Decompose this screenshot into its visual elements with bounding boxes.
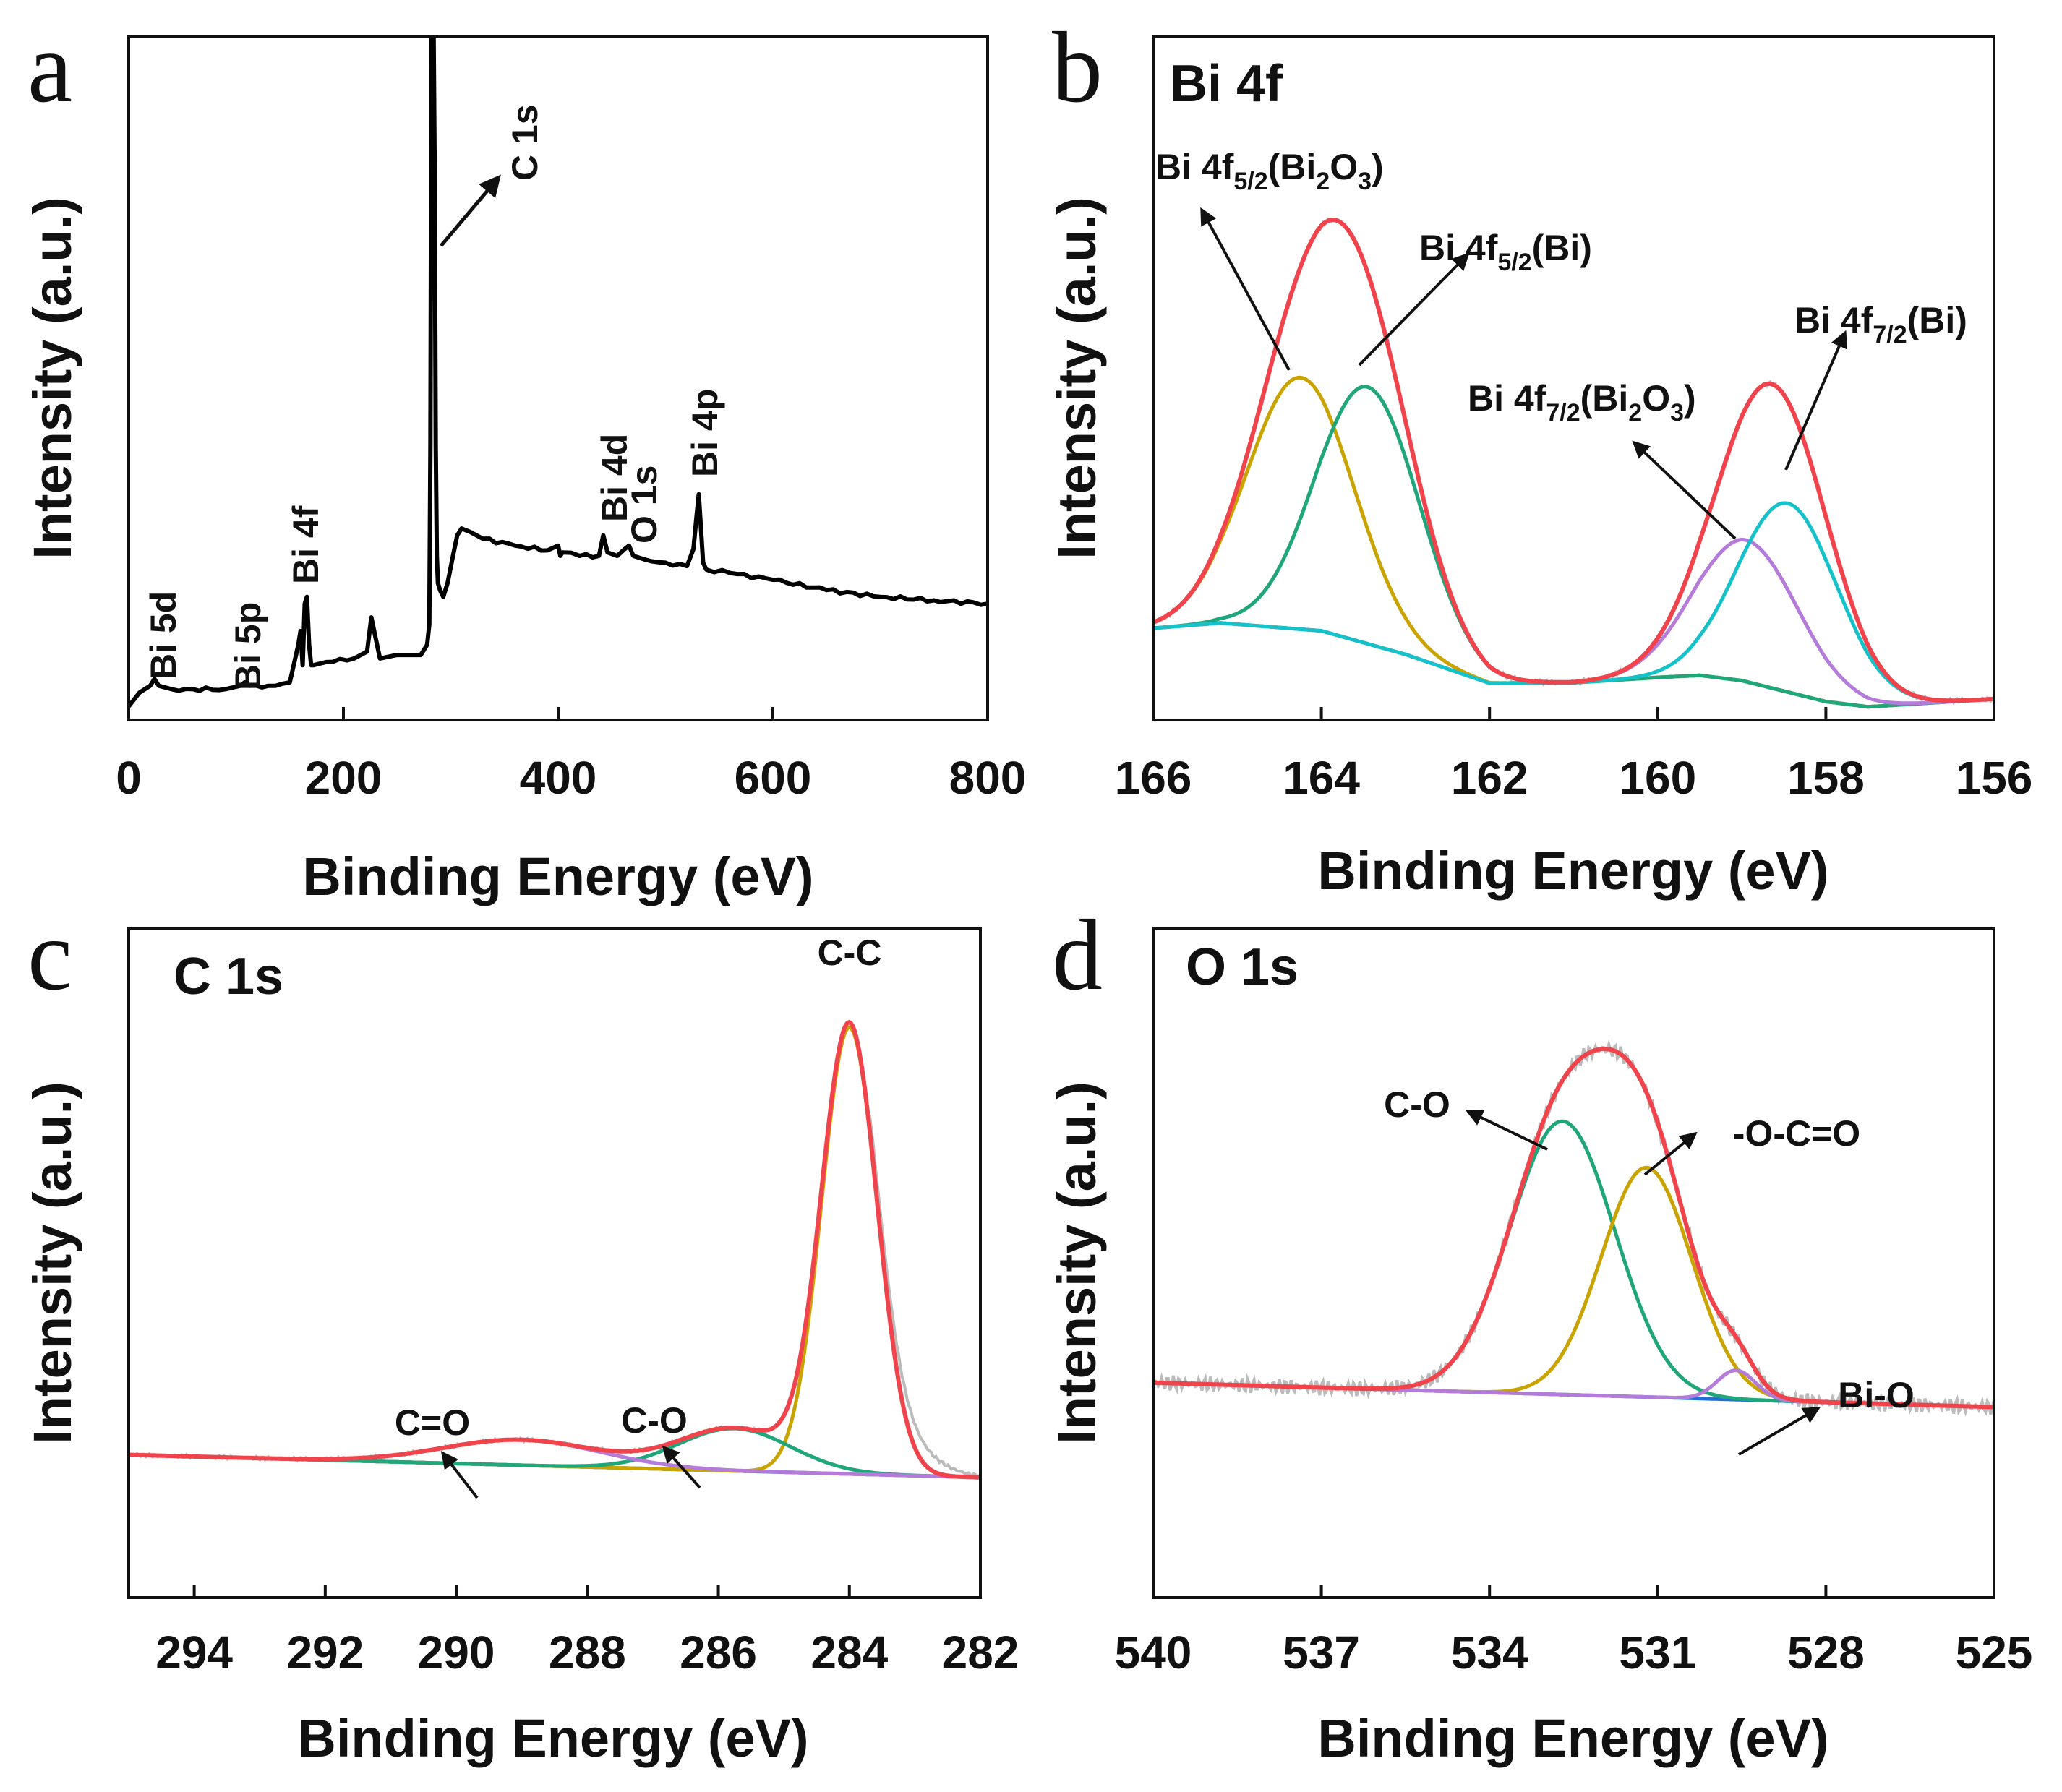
arrow-bi4f52-bi2o3 bbox=[1200, 207, 1291, 371]
x-ticks-d: 540 537 534 531 528 525 bbox=[1115, 1585, 2033, 1679]
x-tick-label: 525 bbox=[1956, 1626, 2033, 1679]
c1s-plot-area bbox=[129, 1019, 980, 1480]
title-o-1s: O 1s bbox=[1186, 938, 1299, 996]
bi4f-plot-area bbox=[1153, 217, 1994, 709]
peak-label-bi-4d: Bi 4d bbox=[594, 434, 635, 522]
arrow-d-c-o bbox=[1465, 1110, 1548, 1151]
x-tick-label: 537 bbox=[1283, 1626, 1360, 1679]
x-tick-label: 164 bbox=[1283, 752, 1360, 804]
x-axis-label-c: Binding Energy (eV) bbox=[297, 1708, 808, 1768]
x-tick-label: 160 bbox=[1619, 752, 1696, 804]
x-ticks-a: 0 200 400 600 800 bbox=[116, 707, 1026, 804]
peak-label-c-1s: C 1s bbox=[505, 104, 545, 181]
arrow-d-o-c-o bbox=[1643, 1131, 1698, 1176]
panel-c-c1s: c 294 292 290 288 286 284 282 Binding Energy (… bbox=[22, 899, 1019, 1768]
envelope-fit-line bbox=[1153, 217, 1994, 703]
arrow-d-bi-o bbox=[1737, 1407, 1821, 1456]
plot-frame-b bbox=[1152, 35, 1995, 721]
y-axis-label-a: Intensity (a.u.) bbox=[22, 197, 82, 560]
y-axis-label-c: Intensity (a.u.) bbox=[22, 1081, 82, 1444]
x-tick-label: 288 bbox=[549, 1626, 626, 1679]
component-peak-bi-4f5-2-bi- bbox=[1153, 385, 1994, 709]
x-tick-label: 528 bbox=[1787, 1626, 1865, 1679]
raw-data-line bbox=[1153, 1039, 1994, 1418]
arrow-bi4f72-bi bbox=[1784, 330, 1847, 471]
panel-letter-a: a bbox=[27, 12, 72, 124]
x-axis-label-a: Binding Energy (eV) bbox=[302, 846, 813, 906]
component-peak-bi-4f7-2-bi- bbox=[1153, 501, 1994, 703]
y-axis-label-b: Intensity (a.u.) bbox=[1047, 197, 1107, 560]
component-peak-c-o bbox=[1153, 1119, 1994, 1409]
label-bi4f52-bi: Bi 4f5/2(Bi) bbox=[1419, 228, 1592, 276]
label-d-c-o: C-O bbox=[1384, 1084, 1450, 1125]
envelope-fit-line bbox=[1153, 1046, 1994, 1410]
arrow-bi4f72-bi2o3 bbox=[1632, 440, 1737, 540]
label-d-o-c-o: -O-C=O bbox=[1733, 1113, 1860, 1154]
y-axis-label-d: Intensity (a.u.) bbox=[1047, 1081, 1107, 1444]
panel-a-survey: a 0 200 400 600 800 Binding Energy (eV) Inte… bbox=[22, 12, 1026, 906]
x-tick-label: 294 bbox=[155, 1626, 233, 1679]
label-bi4f72-bi2o3: Bi 4f7/2(Bi2O3) bbox=[1468, 378, 1696, 426]
arrow-bi4f52-bi bbox=[1358, 252, 1470, 366]
x-tick-label: 292 bbox=[286, 1626, 364, 1679]
peak-label-o-1s: O 1s bbox=[624, 466, 664, 544]
survey-plot-area bbox=[129, 36, 988, 708]
raw-data-line bbox=[1153, 217, 1994, 706]
x-ticks-b: 166 164 162 160 158 156 bbox=[1115, 707, 2033, 804]
panel-letter-b: b bbox=[1052, 12, 1103, 124]
component-peak-c-o bbox=[129, 1426, 980, 1480]
x-tick-label: 158 bbox=[1787, 752, 1865, 804]
plot-frame-d bbox=[1152, 927, 1995, 1599]
raw-data-line bbox=[129, 1020, 980, 1480]
x-tick-label: 166 bbox=[1115, 752, 1192, 804]
label-c-c: C-C bbox=[818, 933, 882, 973]
title-bi-4f: Bi 4f bbox=[1170, 55, 1283, 113]
peak-label-bi-5d: Bi 5d bbox=[143, 591, 184, 679]
x-tick-label: 400 bbox=[520, 752, 597, 804]
plot-frame-c bbox=[127, 927, 982, 1599]
x-tick-label: 0 bbox=[116, 752, 142, 804]
envelope-fit-line bbox=[129, 1019, 980, 1480]
x-axis-label-b: Binding Energy (eV) bbox=[1317, 841, 1828, 901]
x-tick-label: 290 bbox=[418, 1626, 495, 1679]
label-bi4f72-bi: Bi 4f7/2(Bi) bbox=[1794, 300, 1967, 348]
x-tick-label: 286 bbox=[680, 1626, 757, 1679]
panel-b-bi4f: b 166 164 162 160 158 156 Binding Energy (eV)… bbox=[1047, 12, 2032, 901]
peak-label-bi-4f: Bi 4f bbox=[286, 505, 326, 584]
peak-label-bi-5p: Bi 5p bbox=[228, 602, 268, 690]
arrow-c-1s bbox=[440, 174, 501, 247]
x-tick-label: 600 bbox=[735, 752, 812, 804]
x-tick-label: 156 bbox=[1956, 752, 2033, 804]
label-bi4f52-bi2o3: Bi 4f5/2(Bi2O3) bbox=[1155, 147, 1384, 195]
x-tick-label: 800 bbox=[949, 752, 1027, 804]
x-axis-label-d: Binding Energy (eV) bbox=[1317, 1708, 1828, 1768]
x-tick-label: 282 bbox=[942, 1626, 1019, 1679]
x-tick-label: 534 bbox=[1451, 1626, 1528, 1679]
background-line bbox=[1153, 621, 1994, 709]
label-d-bi-o: Bi-O bbox=[1838, 1375, 1915, 1415]
x-tick-label: 540 bbox=[1115, 1626, 1192, 1679]
panel-letter-c: c bbox=[27, 899, 72, 1011]
label-c-double-o: C=O bbox=[395, 1402, 470, 1443]
panel-d-o1s: d 540 537 534 531 528 525 Binding Energy (eV)… bbox=[1047, 899, 2032, 1768]
title-c-1s: C 1s bbox=[174, 948, 283, 1006]
component-peak-c-c bbox=[129, 1025, 980, 1480]
x-tick-label: 284 bbox=[810, 1626, 888, 1679]
survey-series-line bbox=[129, 36, 988, 708]
x-ticks-c: 294 292 290 288 286 284 282 bbox=[155, 1585, 1019, 1679]
x-tick-label: 531 bbox=[1619, 1626, 1696, 1679]
o1s-plot-area bbox=[1153, 1039, 1994, 1418]
component-peak--o-c-o bbox=[1153, 1165, 1994, 1409]
x-tick-label: 200 bbox=[305, 752, 382, 804]
peak-label-bi-4p: Bi 4p bbox=[685, 389, 725, 477]
x-tick-label: 162 bbox=[1451, 752, 1528, 804]
arrow-c-o bbox=[662, 1445, 701, 1489]
panel-letter-d: d bbox=[1052, 899, 1103, 1011]
label-c-o: C-O bbox=[621, 1400, 688, 1441]
arrow-c-double-o bbox=[440, 1451, 479, 1499]
